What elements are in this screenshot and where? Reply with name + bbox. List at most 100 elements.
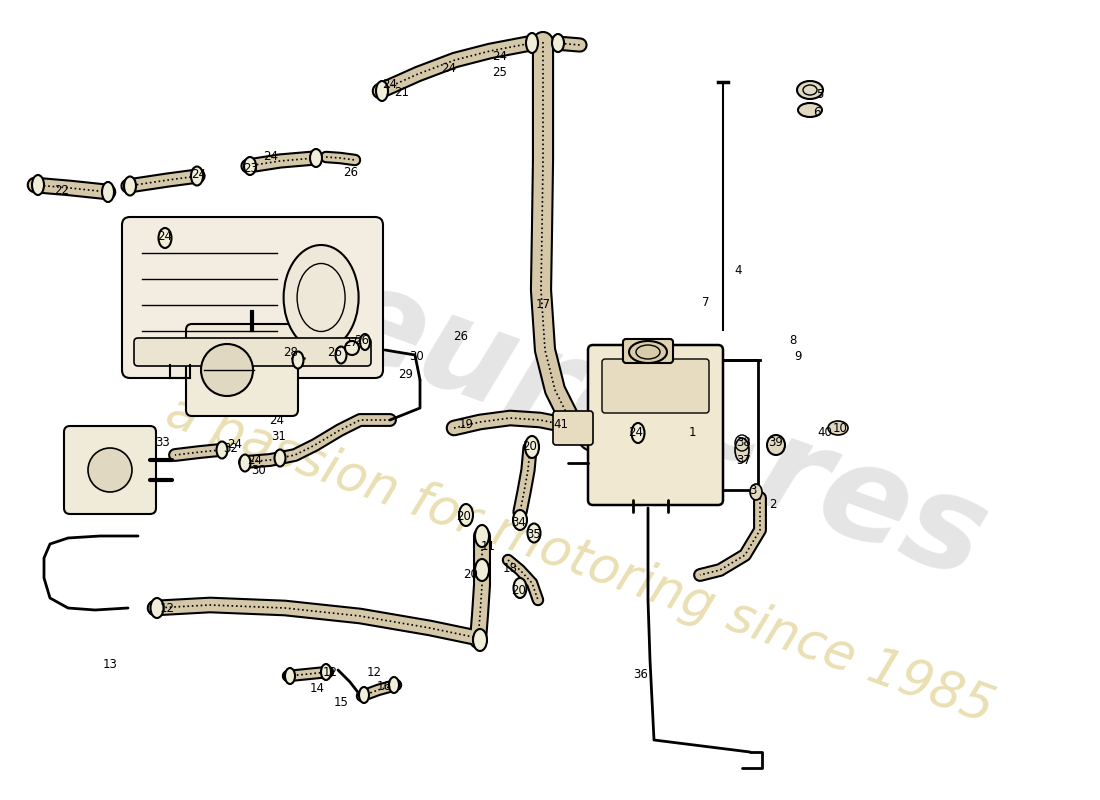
Ellipse shape [552, 34, 564, 52]
Text: 26: 26 [453, 330, 469, 343]
Ellipse shape [359, 687, 369, 703]
FancyBboxPatch shape [623, 339, 673, 363]
Ellipse shape [798, 103, 822, 117]
Text: 34: 34 [512, 515, 527, 529]
Ellipse shape [102, 182, 114, 202]
Text: 1: 1 [689, 426, 695, 438]
Text: 32: 32 [223, 442, 239, 454]
Text: 19: 19 [459, 418, 473, 431]
Text: 7: 7 [702, 297, 710, 310]
Ellipse shape [735, 438, 749, 462]
Text: 3: 3 [749, 483, 757, 497]
Text: 12: 12 [322, 666, 338, 679]
Text: 24: 24 [383, 78, 397, 91]
Text: 24: 24 [191, 167, 207, 181]
FancyBboxPatch shape [64, 426, 156, 514]
Text: 23: 23 [243, 162, 258, 174]
Text: 38: 38 [737, 437, 751, 450]
Text: 4: 4 [735, 263, 741, 277]
FancyBboxPatch shape [122, 217, 383, 378]
Text: 18: 18 [503, 562, 517, 574]
Text: 26: 26 [354, 334, 370, 346]
Text: 2: 2 [769, 498, 777, 511]
Ellipse shape [240, 454, 251, 471]
Ellipse shape [336, 346, 346, 363]
Text: 24: 24 [628, 426, 643, 438]
Text: 12: 12 [160, 602, 175, 614]
Ellipse shape [828, 421, 848, 435]
Text: 24: 24 [270, 414, 285, 426]
Ellipse shape [151, 598, 164, 618]
Text: 8: 8 [790, 334, 796, 346]
Ellipse shape [767, 435, 785, 455]
Text: 9: 9 [794, 350, 802, 363]
Ellipse shape [124, 177, 136, 195]
Text: 33: 33 [155, 437, 170, 450]
Ellipse shape [459, 504, 473, 526]
Text: euro~res: euro~res [317, 254, 1003, 606]
Text: 41: 41 [553, 418, 569, 431]
Ellipse shape [321, 664, 331, 680]
Ellipse shape [310, 149, 322, 167]
Ellipse shape [376, 81, 388, 101]
Ellipse shape [526, 33, 538, 53]
Text: 26: 26 [328, 346, 342, 358]
Text: 20: 20 [522, 441, 538, 454]
Ellipse shape [158, 228, 172, 248]
Ellipse shape [631, 423, 645, 443]
Text: 16: 16 [376, 679, 392, 693]
Text: 22: 22 [55, 183, 69, 197]
Text: 24: 24 [248, 454, 263, 466]
Text: 31: 31 [272, 430, 286, 443]
Text: 14: 14 [309, 682, 324, 695]
Ellipse shape [475, 559, 490, 581]
Ellipse shape [629, 341, 667, 363]
Text: 28: 28 [284, 346, 298, 359]
Ellipse shape [389, 677, 399, 693]
Ellipse shape [750, 484, 762, 500]
Text: 30: 30 [252, 463, 266, 477]
Text: 25: 25 [493, 66, 507, 79]
Text: 17: 17 [536, 298, 550, 310]
Ellipse shape [284, 245, 359, 350]
Ellipse shape [360, 334, 370, 350]
Ellipse shape [475, 525, 490, 547]
Ellipse shape [798, 81, 823, 99]
Text: 15: 15 [333, 695, 349, 709]
Circle shape [201, 344, 253, 396]
Ellipse shape [32, 175, 44, 195]
FancyBboxPatch shape [553, 411, 593, 445]
Text: 6: 6 [813, 106, 821, 118]
Ellipse shape [528, 523, 540, 542]
Text: 12: 12 [366, 666, 382, 679]
Ellipse shape [525, 436, 539, 458]
Text: 39: 39 [769, 437, 783, 450]
Text: 27: 27 [343, 337, 359, 350]
Circle shape [345, 341, 359, 355]
Text: 21: 21 [395, 86, 409, 99]
Text: 13: 13 [102, 658, 118, 671]
Text: 30: 30 [409, 350, 425, 362]
Ellipse shape [514, 578, 527, 598]
Ellipse shape [285, 668, 295, 684]
Text: 5: 5 [816, 89, 824, 102]
Ellipse shape [473, 629, 487, 651]
FancyBboxPatch shape [186, 324, 298, 416]
Text: 26: 26 [343, 166, 359, 179]
Text: 40: 40 [817, 426, 833, 438]
Text: 24: 24 [493, 50, 507, 62]
Text: 29: 29 [398, 369, 414, 382]
Text: 24: 24 [228, 438, 242, 451]
FancyBboxPatch shape [602, 359, 710, 413]
Text: 24: 24 [264, 150, 278, 162]
Circle shape [88, 448, 132, 492]
Ellipse shape [244, 157, 256, 175]
Ellipse shape [191, 166, 204, 186]
Text: a passion for motoring since 1985: a passion for motoring since 1985 [160, 386, 1001, 734]
Text: 36: 36 [634, 667, 648, 681]
Text: 20: 20 [512, 583, 527, 597]
Text: 11: 11 [481, 539, 495, 553]
Ellipse shape [293, 351, 304, 369]
Text: 10: 10 [833, 422, 847, 434]
FancyBboxPatch shape [134, 338, 371, 366]
